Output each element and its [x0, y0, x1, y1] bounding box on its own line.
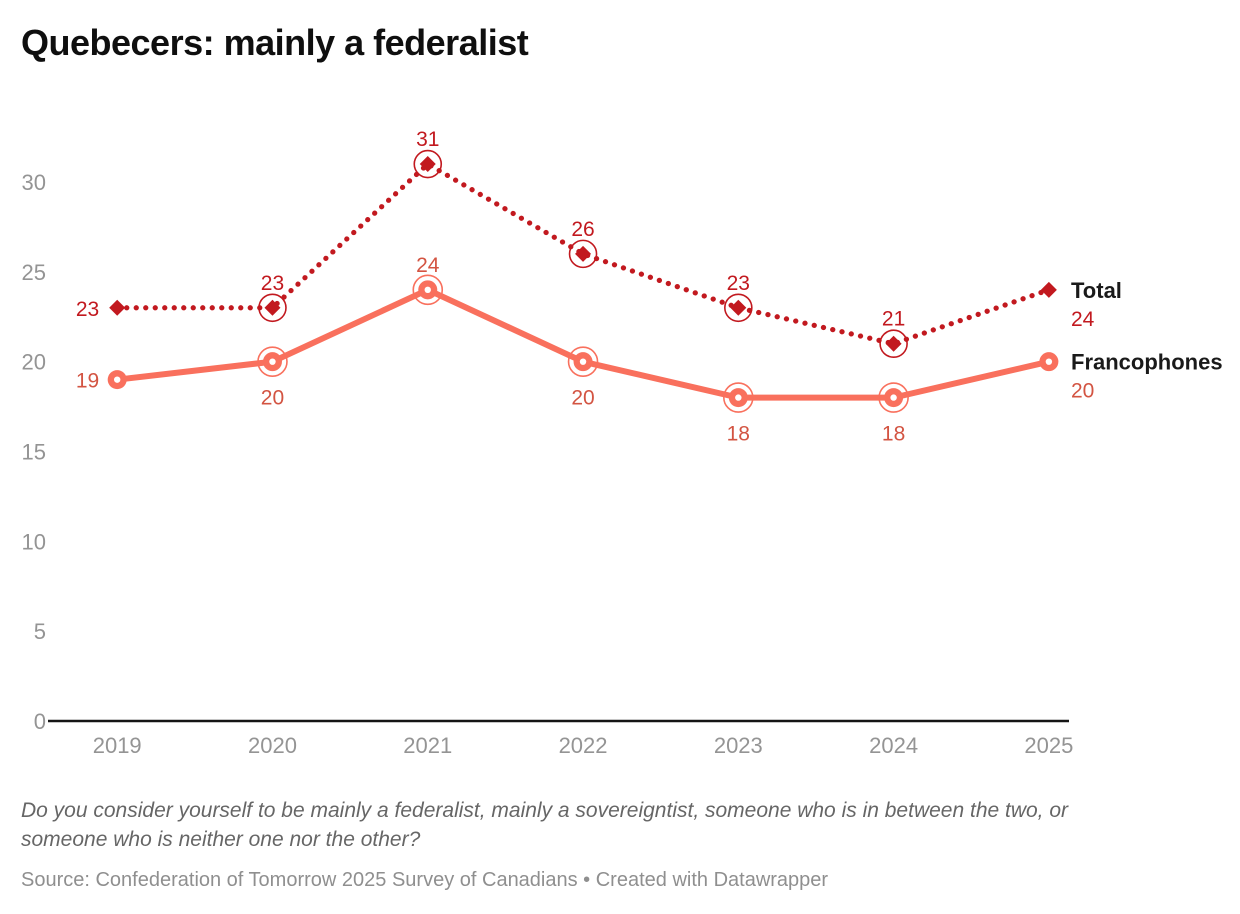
chart-title: Quebecers: mainly a federalist: [21, 22, 529, 63]
data-point-center-francophones: [269, 358, 276, 365]
marker-ring-total: [258, 293, 287, 323]
chart-question-note: Do you consider yourself to be mainly a …: [21, 799, 1069, 851]
data-point-total: [1040, 281, 1057, 298]
value-label-francophones: 20: [261, 387, 284, 410]
data-point-total: [264, 299, 281, 316]
y-axis-tick-label: 0: [34, 709, 46, 734]
chart-source-line: Source: Confederation of Tomorrow 2025 S…: [21, 869, 829, 891]
x-axis-tick-label: 2021: [403, 733, 452, 758]
legend-value-francophones: 20: [1071, 380, 1094, 403]
marker-ring-total: [413, 149, 443, 179]
y-axis-tick-label: 30: [22, 170, 46, 195]
x-axis-tick-label: 2024: [869, 733, 918, 758]
x-axis-tick-label: 2025: [1024, 733, 1073, 758]
data-point-center-francophones: [735, 394, 742, 401]
marker-ring-total: [879, 329, 908, 359]
marker-ring-total: [724, 293, 753, 323]
x-axis-tick-label: 2022: [559, 733, 608, 758]
data-point-center-francophones: [424, 286, 431, 294]
y-axis-tick-label: 10: [22, 529, 46, 554]
series-line-francophones: [114, 286, 1052, 401]
value-label-francophones: 19: [76, 370, 99, 393]
data-point-center-francophones: [579, 358, 587, 365]
legend-value-total: 24: [1071, 308, 1095, 331]
y-axis-tick-label: 5: [34, 619, 46, 644]
value-label-francophones: 18: [882, 423, 905, 446]
x-axis-tick-label: 2020: [248, 733, 297, 758]
value-label-francophones: 18: [727, 423, 750, 446]
legend-label-total: Total: [1071, 278, 1122, 303]
value-label-francophones: 20: [571, 387, 594, 410]
data-point-total: [575, 245, 592, 262]
value-label-total: 23: [261, 272, 284, 295]
value-label-total: 21: [882, 308, 905, 331]
data-point-center-francophones: [1045, 358, 1053, 365]
legend-label-francophones: Francophones: [1071, 350, 1223, 375]
data-point-total: [419, 156, 436, 173]
y-axis-tick-label: 25: [22, 260, 46, 285]
data-point-total: [109, 299, 126, 316]
value-label-total: 26: [571, 218, 594, 241]
x-axis-tick-label: 2019: [93, 733, 142, 758]
data-point-center-francophones: [114, 376, 121, 383]
value-label-total: 23: [727, 272, 750, 295]
marker-ring-francophones: [723, 382, 754, 413]
data-point-total: [730, 299, 747, 316]
x-axis-tick-label: 2023: [714, 733, 763, 758]
data-point-center-francophones: [890, 394, 897, 401]
value-label-francophones: 24: [416, 254, 440, 277]
marker-ring-francophones: [412, 274, 444, 306]
y-axis-tick-label: 20: [22, 350, 46, 375]
data-point-total: [885, 335, 902, 352]
marker-ring-francophones: [567, 346, 599, 377]
y-axis-tick-label: 15: [22, 440, 46, 465]
marker-ring-total: [568, 239, 598, 269]
marker-ring-francophones: [257, 346, 288, 377]
value-label-total: 31: [416, 128, 439, 151]
value-label-total: 23: [76, 298, 99, 321]
marker-ring-francophones: [878, 382, 909, 413]
